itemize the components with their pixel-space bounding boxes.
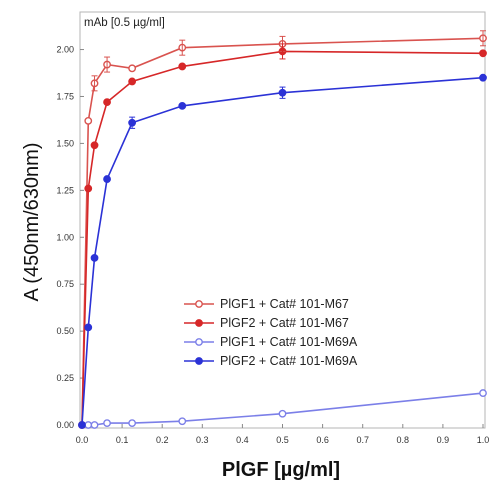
series-line-4 [81,76,484,426]
legend-swatch-marker [195,338,203,346]
data-point [128,64,137,73]
x-tick-label: 0.4 [236,435,249,445]
x-tick-label: 0.2 [156,435,169,445]
data-point [84,116,93,125]
x-tick-label: 1.0 [477,435,489,445]
legend-swatch-marker [195,319,203,327]
legend-label: PlGF2 + Cat# 101-M69A [220,354,358,368]
series-line-2 [81,50,484,426]
data-point [84,184,93,193]
y-tick-label: 1.00 [56,232,74,242]
data-point [103,98,111,107]
x-tick-label: 0.6 [316,435,329,445]
data-point [84,421,93,429]
legend-label: PlGF1 + Cat# 101-M69A [220,335,358,349]
y-tick-label: 0.00 [56,420,74,430]
data-point [78,421,86,429]
legend: PlGF1 + Cat# 101-M67 PlGF2 + Cat# 101-M67… [184,297,358,368]
chart-annotation: mAb [0.5 µg/ml] [84,17,165,29]
data-point [84,323,93,332]
series-line-1 [81,37,484,426]
data-point [103,419,111,428]
data-point [178,417,187,426]
y-tick-label: 0.75 [56,279,74,289]
data-point [479,49,487,58]
data-point [178,62,187,71]
y-tick-label: 1.75 [56,91,74,101]
y-tick-label: 0.25 [56,373,74,383]
y-axis-label: A (450nm/630nm) [21,143,43,302]
series-group [78,30,487,429]
data-point [278,409,287,418]
y-tick-label: 1.25 [56,185,74,195]
x-tick-label: 0.5 [276,435,289,445]
series-line-3 [82,392,484,426]
data-point [90,421,99,429]
x-axis: 0.0 0.1 0.2 0.3 0.4 0.5 0.6 0.7 0.8 0.9 1.0 [76,424,489,445]
data-point [90,141,99,150]
data-point [90,254,99,262]
y-tick-label: 0.50 [56,326,74,336]
data-point [128,77,137,86]
x-tick-label: 0.1 [116,435,129,445]
legend-swatch-marker [195,357,203,365]
x-tick-label: 0.3 [196,435,209,445]
y-tick-label: 2.00 [56,45,74,55]
data-point [103,175,111,183]
data-point [128,419,137,428]
x-tick-label: 0.7 [356,435,369,445]
x-tick-label: 0.8 [397,435,410,445]
x-tick-label: 0.9 [437,435,450,445]
data-point [479,389,487,397]
legend-label: PlGF2 + Cat# 101-M67 [220,316,349,330]
x-tick-label: 0.0 [76,435,89,445]
data-point [479,73,487,82]
y-tick-label: 1.50 [56,138,74,148]
legend-label: PlGF1 + Cat# 101-M67 [220,297,349,311]
x-axis-label: PlGF [µg/ml] [222,459,340,481]
data-point [178,101,187,110]
y-axis: 0.00 0.25 0.50 0.75 1.00 1.25 1.50 1.75 2.00 [56,45,84,430]
legend-swatch-marker [195,300,203,308]
